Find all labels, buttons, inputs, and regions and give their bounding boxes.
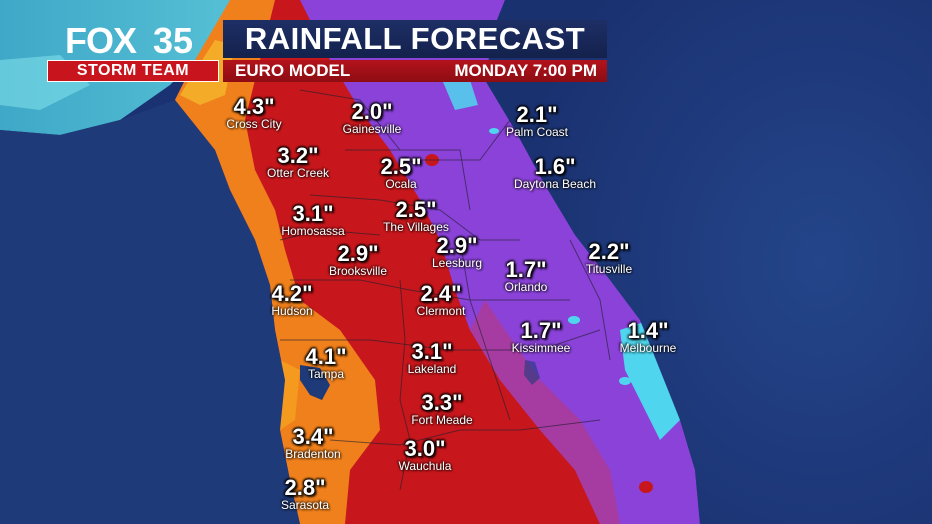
rain-amount: 2.9" xyxy=(337,241,379,266)
city-name: Fort Meade xyxy=(411,413,473,427)
rain-amount: 2.5" xyxy=(380,154,422,179)
rain-amount: 2.4" xyxy=(420,281,462,306)
broadcast-header: FOX 35 STORM TEAM RAINFALL FORECAST EURO… xyxy=(45,18,607,82)
county-lines xyxy=(279,89,611,491)
city-name: Bradenton xyxy=(285,447,341,461)
location-hudson: 4.2" Hudson xyxy=(271,283,312,318)
city-name: Gainesville xyxy=(342,122,402,136)
rain-amount: 2.1" xyxy=(516,102,558,127)
city-name: Kissimmee xyxy=(511,341,571,355)
location-bradenton: 3.4" Bradenton xyxy=(285,426,340,461)
purple-transition xyxy=(470,300,620,524)
rain-amount: 1.7" xyxy=(505,257,547,282)
rain-amount: 4.1" xyxy=(305,344,347,369)
rain-amount: 2.8" xyxy=(284,475,326,500)
city-name: Ocala xyxy=(385,177,417,191)
rain-amount: 1.6" xyxy=(534,154,576,179)
location-otter-creek: 3.2" Otter Creek xyxy=(267,145,329,180)
cyan-dot-c xyxy=(489,128,499,134)
city-name: Clermont xyxy=(416,304,466,318)
location-cross-city: 4.3" Cross City xyxy=(226,96,281,131)
city-name: Palm Coast xyxy=(505,125,569,139)
gulf xyxy=(0,100,300,524)
location-daytona-beach: 1.6" Daytona Beach xyxy=(514,156,596,191)
cyan-dot-a xyxy=(568,316,580,324)
city-name: Titusville xyxy=(585,262,633,276)
tampa-bay xyxy=(300,365,330,400)
north-cyan-spot xyxy=(440,75,478,110)
location-tampa: 4.1" Tampa xyxy=(305,346,346,381)
cyan-dot-b xyxy=(619,377,631,385)
location-gainesville: 2.0" Gainesville xyxy=(343,101,402,136)
rain-amount: 4.2" xyxy=(271,281,313,306)
city-name: Lakeland xyxy=(407,362,457,376)
valid-time: MONDAY 7:00 PM xyxy=(454,61,597,80)
location-kissimmee: 1.7" Kissimmee xyxy=(512,320,571,355)
location-homosassa: 3.1" Homosassa xyxy=(281,203,344,238)
east-coast-cyan xyxy=(620,320,680,440)
city-name: Daytona Beach xyxy=(513,177,597,191)
red-dot-south xyxy=(639,481,653,493)
orange-coast-band xyxy=(175,0,380,524)
city-name: Orlando xyxy=(504,280,548,294)
rain-amount: 2.9" xyxy=(436,233,478,258)
location-titusville: 2.2" Titusville xyxy=(586,241,632,276)
city-name: Cross City xyxy=(226,117,282,131)
location-brooksville: 2.9" Brooksville xyxy=(329,243,387,278)
location-sarasota: 2.8" Sarasota xyxy=(281,477,329,512)
city-name: Melbourne xyxy=(619,341,677,355)
location-lakeland: 3.1" Lakeland xyxy=(408,341,457,376)
rain-amount: 2.0" xyxy=(351,99,393,124)
location-leesburg: 2.9" Leesburg xyxy=(432,235,482,270)
storm-team-label: STORM TEAM xyxy=(47,60,219,82)
heavy-rain-zone xyxy=(175,0,600,524)
rain-amount: 3.1" xyxy=(411,339,453,364)
model-label: EURO MODEL xyxy=(235,61,351,80)
subtitle-bar: EURO MODEL MONDAY 7:00 PM xyxy=(223,60,607,82)
rain-amount: 4.3" xyxy=(233,94,275,119)
yellow-edge-south xyxy=(280,360,300,430)
city-name: Hudson xyxy=(271,304,313,318)
rain-amount: 3.3" xyxy=(421,390,463,415)
city-name: Leesburg xyxy=(431,256,483,270)
location-palm-coast: 2.1" Palm Coast xyxy=(506,104,568,139)
rain-amount: 2.5" xyxy=(395,197,437,222)
rain-amount: 3.4" xyxy=(292,424,334,449)
rain-amount: 3.0" xyxy=(404,436,446,461)
rain-amount: 1.7" xyxy=(520,318,562,343)
logo-number: 35 xyxy=(153,20,194,61)
city-name: The Villages xyxy=(383,220,449,234)
location-the-villages: 2.5" The Villages xyxy=(383,199,449,234)
location-orlando: 1.7" Orlando xyxy=(505,259,548,294)
city-name: Sarasota xyxy=(280,498,330,512)
city-name: Wauchula xyxy=(398,459,452,473)
city-name: Tampa xyxy=(307,367,345,381)
rain-amount: 2.2" xyxy=(588,239,630,264)
city-name: Brooksville xyxy=(328,264,388,278)
location-ocala: 2.5" Ocala xyxy=(380,156,421,191)
page-title: RAINFALL FORECAST xyxy=(223,20,607,58)
atlantic xyxy=(485,0,932,524)
rain-amount: 1.4" xyxy=(627,318,669,343)
city-name: Otter Creek xyxy=(266,166,330,180)
lake-kissimmee xyxy=(524,360,540,385)
location-melbourne: 1.4" Melbourne xyxy=(620,320,677,355)
location-wauchula: 3.0" Wauchula xyxy=(399,438,452,473)
rain-amount: 3.1" xyxy=(292,201,334,226)
city-name: Homosassa xyxy=(281,224,345,238)
rain-amount: 3.2" xyxy=(277,143,319,168)
logo-brand: FOX xyxy=(65,20,137,61)
location-clermont: 2.4" Clermont xyxy=(417,283,466,318)
station-logo: FOX 35 STORM TEAM xyxy=(45,18,220,82)
location-fort-meade: 3.3" Fort Meade xyxy=(411,392,472,427)
